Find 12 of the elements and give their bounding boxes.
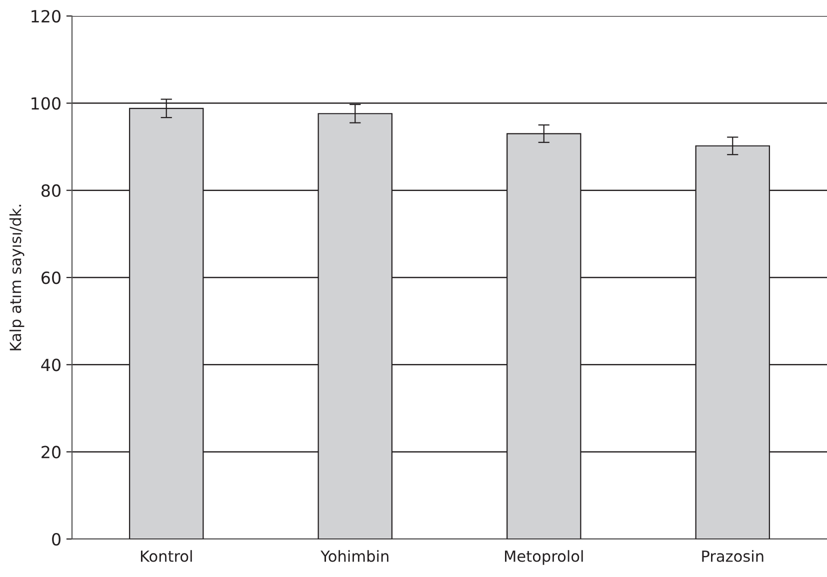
y-tick-label: 20 [42,446,60,458]
x-tick-label: Yohimbin [320,550,388,562]
y-tick-label: 100 [32,97,60,110]
x-tick-label: Kontrol [140,550,192,562]
y-tick-label: 0 [52,532,60,546]
x-tick-label: Metoprolol [505,550,583,565]
y-tick-label: 120 [32,10,60,23]
y-tick-label: 40 [41,358,60,372]
y-axis-title: Kalp atım sayısı/dk. [9,204,24,350]
x-tick-label: Prazosin [702,550,764,562]
y-tick-label: 60 [42,271,60,284]
y-tick-label: 80 [42,184,60,197]
